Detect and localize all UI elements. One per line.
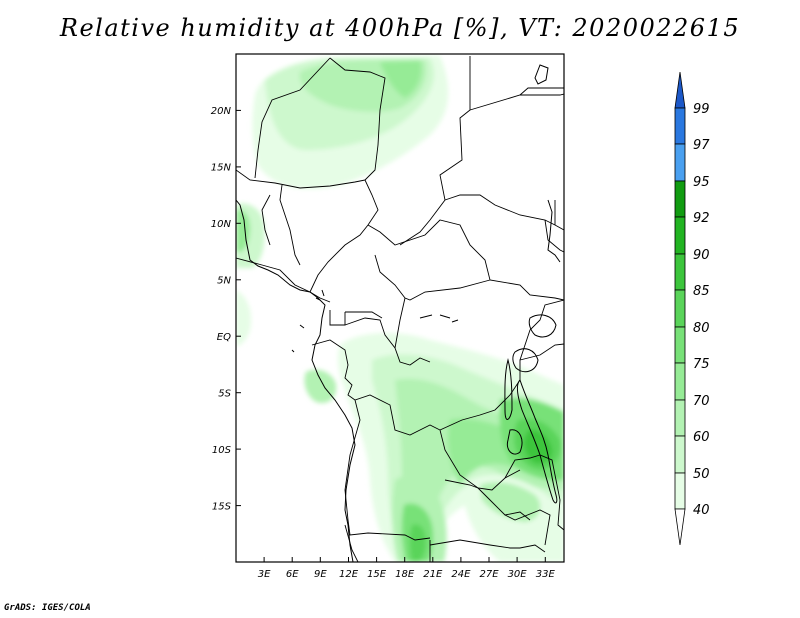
map-frame — [235, 53, 565, 563]
x-tick-label-30e: 30E — [508, 569, 528, 580]
y-tick-label-15s: 15S — [212, 502, 232, 513]
colorbar-label-90: 90 — [693, 248, 710, 263]
x-tick-label-15e: 15E — [367, 569, 387, 580]
colorbar-bin-70-75 — [674, 362, 686, 401]
y-tick-label-15n: 15N — [211, 163, 232, 174]
x-tick-label-18e: 18E — [395, 569, 415, 580]
colorbar-label-80: 80 — [693, 321, 710, 336]
chart-title: Relative humidity at 400hPa [%], VT: 202… — [59, 14, 741, 42]
y-tick-label-10n: 10N — [211, 219, 232, 230]
colorbar-bin-75-80 — [674, 326, 686, 364]
humidity-shading — [236, 56, 564, 562]
x-tick-label-3e: 3E — [258, 569, 271, 580]
x-tick-label-27e: 27E — [479, 569, 499, 580]
colorbar-label-60: 60 — [693, 430, 710, 445]
colorbar-label-92: 92 — [693, 211, 710, 226]
colorbar-label-50: 50 — [693, 467, 710, 482]
colorbar-bin-40-50 — [674, 472, 686, 510]
x-tick-label-33e: 33E — [536, 569, 556, 580]
coastline — [236, 64, 561, 562]
y-axis: 20N 15N 10N 5N EQ 5S 10S 15S — [211, 106, 241, 513]
colorbar-label-70: 70 — [693, 394, 710, 409]
colorbar-label-97: 97 — [693, 138, 710, 153]
colorbar-label-95: 95 — [693, 175, 710, 190]
y-tick-label-20n: 20N — [211, 106, 232, 117]
x-axis: 3E 6E 9E 12E 15E 18E 21E 24E 27E 30E 33E — [258, 557, 556, 580]
colorbar-label-75: 75 — [693, 357, 710, 372]
colorbar-bin-97-99 — [674, 107, 686, 145]
x-tick-label-6e: 6E — [286, 569, 299, 580]
x-tick-label-9e: 9E — [314, 569, 327, 580]
country-boundaries — [236, 56, 564, 562]
colorbar-bin-85-90 — [674, 253, 686, 291]
grads-credit: GrADS: IGES/COLA — [4, 603, 91, 613]
colorbar-bottom-arrow — [674, 508, 686, 546]
colorbar-bin-92-95 — [674, 180, 686, 218]
colorbar-label-40: 40 — [693, 503, 710, 518]
colorbar-label-99: 99 — [693, 102, 710, 117]
colorbar-top-arrow — [674, 71, 686, 109]
y-tick-label-5s: 5S — [218, 389, 231, 400]
colorbar-labels: 99 97 95 92 90 85 80 75 70 60 50 40 — [693, 102, 710, 518]
colorbar — [674, 71, 686, 546]
colorbar-bin-95-97 — [674, 143, 686, 182]
y-tick-label-10s: 10S — [212, 445, 232, 456]
colorbar-bin-90-92 — [674, 216, 686, 255]
y-tick-label-5n: 5N — [217, 276, 231, 287]
colorbar-bin-50-60 — [674, 435, 686, 474]
colorbar-bin-80-85 — [674, 289, 686, 328]
y-tick-label-eq: EQ — [217, 332, 231, 343]
colorbar-label-85: 85 — [693, 284, 710, 299]
colorbar-bin-60-70 — [674, 399, 686, 437]
x-tick-label-24e: 24E — [451, 569, 471, 580]
x-tick-label-21e: 21E — [423, 569, 443, 580]
x-tick-label-12e: 12E — [339, 569, 359, 580]
